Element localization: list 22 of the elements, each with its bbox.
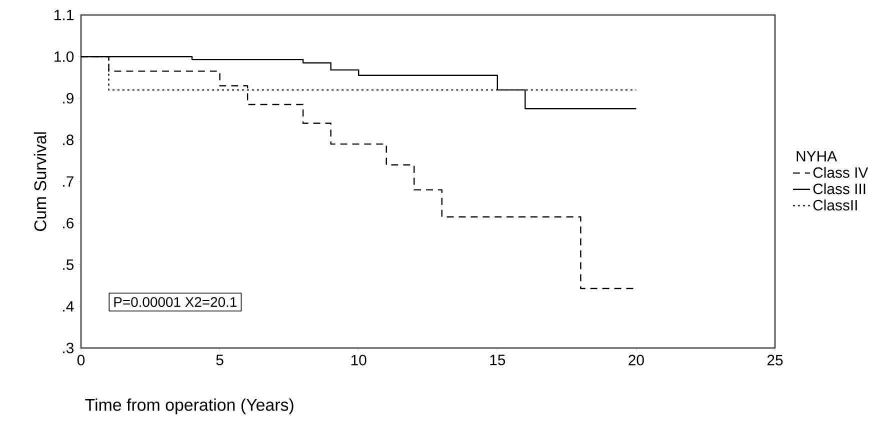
- x-tick-label: 20: [628, 354, 644, 366]
- x-tick-label: 25: [767, 354, 783, 366]
- y-tick-label: .6: [63, 218, 74, 228]
- x-tick-label: 5: [216, 354, 224, 366]
- y-tick-label: .7: [63, 176, 74, 187]
- y-tick-label: .8: [63, 134, 74, 146]
- y-tick-label: .4: [63, 301, 74, 312]
- legend-label: ClassII: [813, 200, 857, 210]
- x-tick-label: 0: [77, 354, 85, 366]
- y-tick-label: .5: [63, 260, 74, 270]
- y-tick-label: .9: [63, 92, 74, 104]
- x-tick-label: 10: [351, 354, 366, 366]
- x-axis-title: Time from operation (Years): [85, 398, 294, 414]
- y-axis-title: Cum Survival: [34, 132, 46, 231]
- y-tick-label: 1.1: [54, 10, 74, 20]
- y-tick-label: 1.0: [54, 51, 74, 62]
- x-tick-label: 15: [490, 354, 506, 366]
- y-tick-label: .3: [63, 342, 74, 354]
- legend-label: Class IV: [813, 166, 868, 178]
- legend-title: NYHA: [796, 151, 838, 162]
- legend-label: Class III: [813, 183, 866, 194]
- annotation: P=0.00001 X2=20.1: [114, 297, 237, 307]
